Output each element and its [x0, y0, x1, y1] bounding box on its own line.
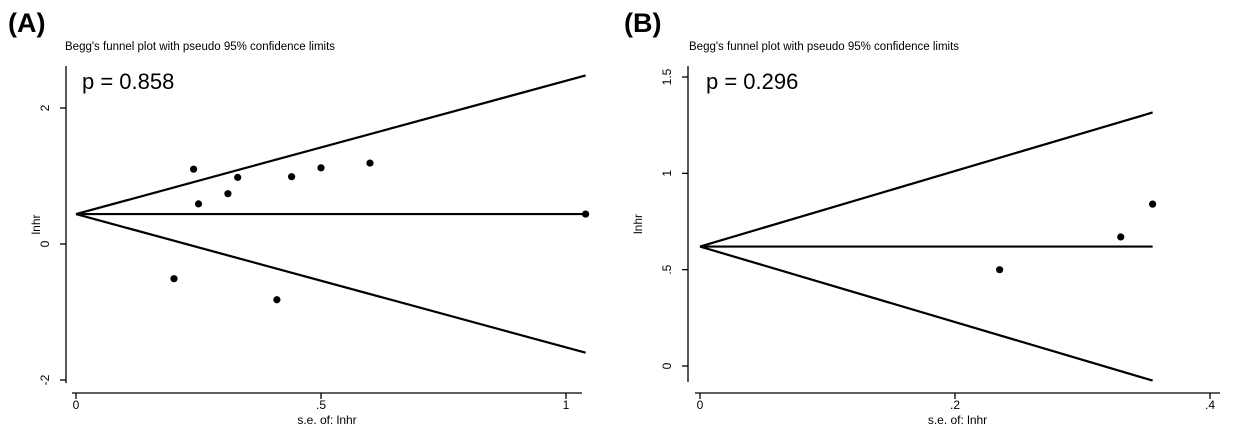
- study-point: [582, 210, 590, 218]
- y-tick-label: 2: [38, 104, 52, 111]
- study-point: [190, 165, 198, 173]
- study-point: [1149, 200, 1157, 208]
- y-axis-label: lnhr: [631, 214, 645, 234]
- x-tick-label: .5: [316, 398, 326, 412]
- study-point: [273, 296, 281, 304]
- p-value-annotation: p = 0.296: [706, 69, 798, 94]
- funnel-plot-b: (B) Begg's funnel plot with pseudo 95% c…: [620, 0, 1237, 427]
- panel-label: (A): [8, 8, 46, 38]
- panel-label: (B): [624, 8, 662, 38]
- y-tick-label: .5: [660, 264, 674, 274]
- upper-confidence-limit: [699, 111, 1153, 248]
- p-value-annotation: p = 0.858: [82, 69, 174, 94]
- study-point: [288, 173, 296, 181]
- lower-confidence-limit: [699, 245, 1153, 382]
- x-tick-label: 1: [563, 398, 570, 412]
- x-axis-label: s.e. of: lnhr: [297, 413, 356, 427]
- funnel-plot-svg: Begg's funnel plot with pseudo 95% confi…: [29, 41, 590, 427]
- lower-confidence-limit: [75, 213, 586, 354]
- chart-title: Begg's funnel plot with pseudo 95% confi…: [65, 41, 335, 53]
- study-point: [170, 275, 178, 283]
- y-tick-label: 1.5: [660, 68, 674, 85]
- chart-title: Begg's funnel plot with pseudo 95% confi…: [689, 41, 959, 53]
- y-tick-label: 1: [660, 170, 674, 177]
- study-point: [1117, 233, 1125, 241]
- y-tick-label: -2: [38, 374, 52, 385]
- x-tick-label: 0: [697, 398, 704, 412]
- x-tick-label: .2: [950, 398, 960, 412]
- x-tick-label: .4: [1205, 398, 1215, 412]
- x-axis-label: s.e. of: lnhr: [928, 413, 987, 427]
- study-point: [366, 159, 374, 167]
- x-tick-label: 0: [73, 398, 80, 412]
- y-tick-label: 0: [660, 362, 674, 369]
- study-point: [996, 266, 1004, 274]
- study-point: [234, 173, 242, 181]
- y-tick-label: 0: [38, 240, 52, 247]
- funnel-plot-svg: Begg's funnel plot with pseudo 95% confi…: [631, 41, 1220, 427]
- study-point: [317, 164, 325, 172]
- study-point: [224, 190, 232, 198]
- upper-confidence-limit: [75, 74, 586, 216]
- y-axis-label: lnhr: [29, 214, 43, 234]
- funnel-plot-a: (A) Begg's funnel plot with pseudo 95% c…: [0, 0, 610, 427]
- study-point: [194, 200, 203, 208]
